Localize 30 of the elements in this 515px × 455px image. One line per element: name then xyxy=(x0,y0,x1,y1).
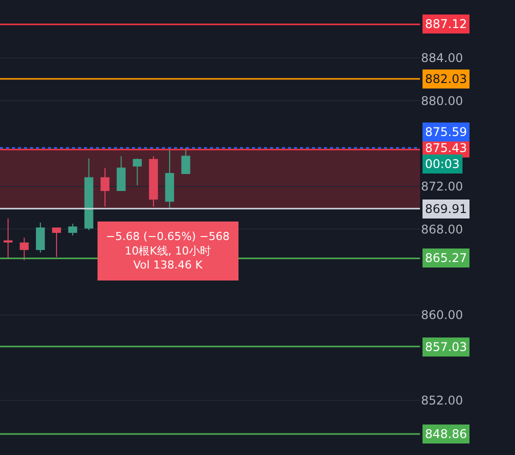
candlestick xyxy=(20,237,29,261)
y-tick-label: 880.00 xyxy=(421,94,463,108)
y-tick-label: 868.00 xyxy=(421,222,463,236)
annotation: 10根K线, 10小时 xyxy=(124,244,211,258)
y-tick-label: 852.00 xyxy=(421,394,463,408)
annotation: Vol 138.46 K xyxy=(133,258,204,272)
candlestick xyxy=(132,158,142,186)
candlestick xyxy=(4,218,13,259)
candlestick xyxy=(52,228,61,258)
ref-line-label: 875.59 xyxy=(425,125,467,139)
ref-line-label: 848.86 xyxy=(425,427,467,441)
y-tick-label: 884.00 xyxy=(421,51,463,66)
candlestick xyxy=(165,147,174,208)
candlestick xyxy=(116,156,126,192)
candlestick xyxy=(68,223,78,236)
y-tick-label: 860.00 xyxy=(421,308,463,322)
candlestick xyxy=(149,156,158,208)
candlestick xyxy=(181,147,190,174)
ref-line-label: 887.12 xyxy=(425,17,467,31)
ref-line-label: 875.43 xyxy=(425,141,467,155)
annotation: −5.68 (−0.65%) −568 xyxy=(106,230,230,243)
ref-line-label: 857.03 xyxy=(425,340,467,354)
text: 00:03 xyxy=(425,157,460,171)
candlestick xyxy=(100,168,110,208)
ref-line-label: 869.91 xyxy=(425,202,467,216)
y-tick-label: 872.00 xyxy=(421,179,463,194)
ref-line-label: 865.27 xyxy=(425,251,467,265)
ref-line-label: 882.03 xyxy=(425,72,467,86)
candlestick xyxy=(36,222,45,254)
candlestick xyxy=(84,158,94,231)
